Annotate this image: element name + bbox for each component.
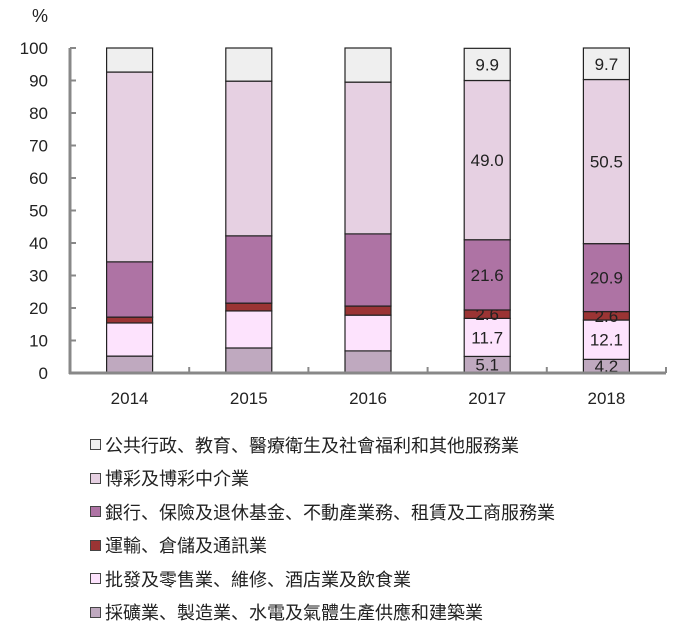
data-label: 49.0: [471, 151, 504, 170]
data-label: 9.9: [475, 55, 499, 74]
bar-segment: [463, 317, 511, 358]
y-axis: 0 10 20 30 40 50 60 70 80 90 100: [20, 39, 76, 383]
bar-segment: [582, 47, 631, 81]
svg-text:50: 50: [29, 202, 48, 221]
legend-item-finance: 銀行、保險及退休基金、不動產業務、租賃及工商服務業: [90, 495, 555, 529]
bar-2015: [225, 47, 273, 374]
bar-2017: 5.111.72.621.649.09.9: [463, 47, 511, 375]
x-tick-label: 2016: [349, 389, 387, 408]
bar-segment: [225, 310, 273, 349]
legend-item-retail: 批發及零售業、維修、酒店業及飲食業: [90, 562, 555, 596]
data-label: 12.1: [590, 331, 623, 350]
bar-segment: [225, 235, 273, 304]
data-label: 5.1: [475, 356, 499, 375]
bar-segment: [463, 239, 511, 311]
bar-segment: [582, 78, 631, 245]
data-label: 20.9: [590, 269, 623, 288]
bar-segment: [225, 80, 273, 237]
legend-label: 批發及零售業、維修、酒店業及飲食業: [105, 569, 411, 591]
bar-2016: [344, 47, 392, 374]
bar-segment: [344, 350, 392, 374]
x-tick-label: 2015: [230, 389, 268, 408]
legend-label: 銀行、保險及退休基金、不動產業務、租賃及工商服務業: [105, 502, 555, 524]
bar-segment: [225, 347, 273, 374]
svg-text:80: 80: [29, 104, 48, 123]
data-label: 9.7: [595, 55, 619, 74]
svg-text:40: 40: [29, 234, 48, 253]
bar-segment: [344, 305, 392, 316]
bar-segment: [582, 243, 631, 313]
bar-segment: [344, 81, 392, 235]
bar-segment: [105, 316, 154, 324]
legend-swatch-icon: [90, 439, 101, 451]
bar-segment: [463, 47, 511, 82]
bar-segment: [105, 322, 154, 357]
legend-swatch-icon: [90, 506, 101, 518]
bar-segment: [344, 314, 392, 352]
x-tick-label: 2017: [468, 389, 506, 408]
bar-segment: [105, 47, 154, 73]
legend: 公共行政、教育、醫療衛生及社會福利和其他服務業 博彩及博彩中介業 銀行、保險及退…: [90, 428, 555, 629]
legend-label: 公共行政、教育、醫療衛生及社會福利和其他服務業: [105, 435, 519, 457]
bar-2018: 4.212.12.620.950.59.7: [582, 47, 631, 376]
bar-segment: [344, 233, 392, 307]
x-tick-label: 2018: [587, 389, 625, 408]
legend-swatch-icon: [90, 539, 101, 551]
x-axis: 2014 2015 2016 2017 2018: [69, 367, 667, 408]
bar-segment: [225, 302, 273, 312]
legend-label: 採礦業、製造業、水電及氣體生產供應和建築業: [105, 603, 483, 625]
svg-text:20: 20: [29, 299, 48, 318]
legend-label: 博彩及博彩中介業: [105, 469, 249, 491]
svg-text:100: 100: [20, 39, 48, 58]
bar-segment: [105, 261, 154, 318]
legend-swatch-icon: [90, 472, 101, 484]
x-tick-label: 2014: [111, 389, 149, 408]
bar-segment: [105, 71, 154, 263]
legend-item-transport: 運輸、倉儲及通訊業: [90, 529, 555, 563]
svg-text:90: 90: [29, 72, 48, 91]
bar-segment: [225, 47, 273, 82]
svg-text:70: 70: [29, 137, 48, 156]
legend-item-gaming: 博彩及博彩中介業: [90, 462, 555, 496]
svg-text:0: 0: [39, 364, 48, 383]
legend-swatch-icon: [90, 606, 101, 618]
data-label: 21.6: [471, 266, 504, 285]
bars: 5.111.72.621.649.09.94.212.12.620.950.59…: [105, 47, 631, 376]
data-label: 4.2: [595, 357, 619, 376]
legend-swatch-icon: [90, 573, 101, 585]
bar-segment: [105, 355, 154, 374]
svg-text:60: 60: [29, 169, 48, 188]
legend-item-public-services: 公共行政、教育、醫療衛生及社會福利和其他服務業: [90, 428, 555, 462]
data-label: 50.5: [590, 153, 623, 172]
bar-segment: [463, 79, 511, 241]
svg-text:10: 10: [29, 332, 48, 351]
legend-item-mining: 採礦業、製造業、水電及氣體生產供應和建築業: [90, 596, 555, 630]
y-axis-unit-label: %: [32, 6, 48, 26]
legend-label: 運輸、倉儲及通訊業: [105, 536, 267, 558]
svg-text:30: 30: [29, 267, 48, 286]
data-label: 11.7: [471, 328, 503, 347]
bar-2014: [105, 47, 154, 374]
bar-segment: [344, 47, 392, 83]
